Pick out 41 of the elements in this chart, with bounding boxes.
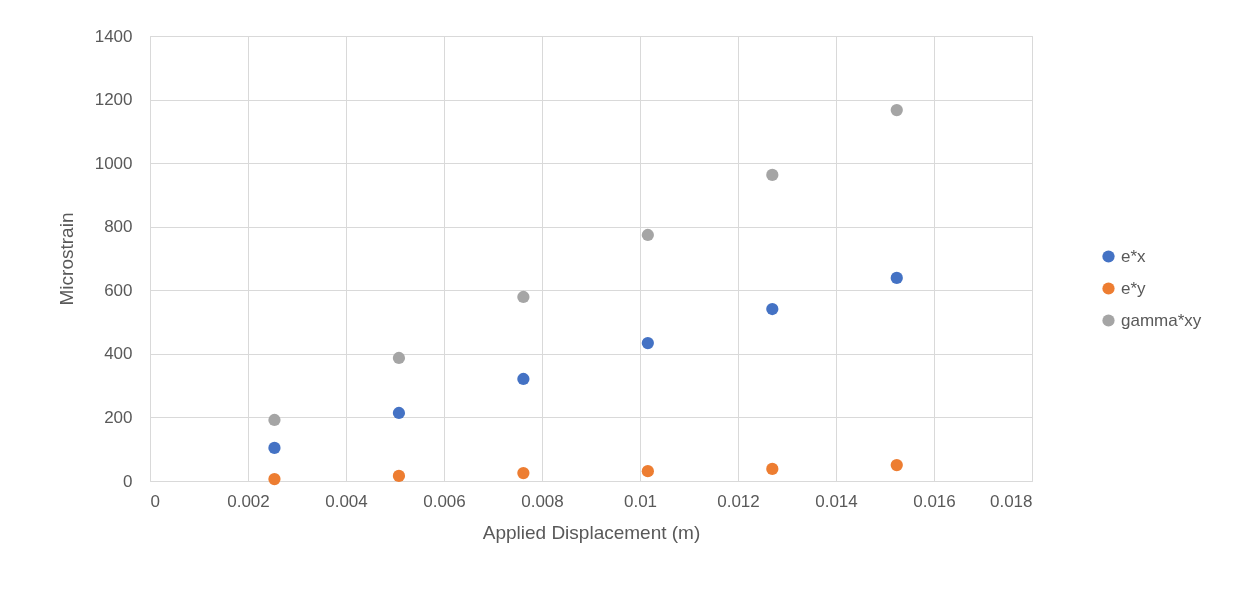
x-tick-label: 0.004 bbox=[325, 491, 368, 511]
point bbox=[890, 103, 903, 117]
point bbox=[517, 372, 530, 386]
y-axis-title: Microstrain bbox=[55, 212, 77, 306]
y-tick-label: 1200 bbox=[94, 90, 133, 110]
point bbox=[766, 168, 779, 182]
point bbox=[392, 469, 406, 483]
x-tick-label: 0.002 bbox=[227, 491, 270, 511]
x-tick-label: 0.014 bbox=[815, 491, 858, 511]
point bbox=[890, 459, 903, 472]
legend-label: gamma*xy bbox=[1121, 310, 1202, 330]
point bbox=[641, 336, 654, 350]
x-tick-label: 0.016 bbox=[913, 491, 956, 511]
x-tick-label: 0.008 bbox=[521, 491, 564, 511]
point bbox=[641, 228, 654, 242]
point bbox=[392, 406, 406, 420]
y-tick-label: 800 bbox=[104, 217, 133, 237]
y-tick-label: 1400 bbox=[94, 26, 133, 46]
point bbox=[517, 290, 530, 304]
x-axis-title: Applied Displacement (m) bbox=[482, 521, 701, 543]
x-tick-label: 0.012 bbox=[717, 491, 760, 511]
x-tick-label: 0.01 bbox=[623, 491, 658, 511]
y-tick-label: 1000 bbox=[94, 153, 133, 173]
x-tick-label: 0 bbox=[150, 491, 160, 511]
x-tick-label: 0.018 bbox=[989, 491, 1033, 511]
point bbox=[766, 302, 779, 316]
y-tick-label: 400 bbox=[104, 344, 133, 364]
point bbox=[641, 465, 654, 478]
point bbox=[268, 413, 281, 427]
legend-label: e*x bbox=[1121, 246, 1147, 266]
point bbox=[517, 466, 530, 480]
y-tick-label: 200 bbox=[104, 407, 133, 427]
point bbox=[766, 462, 779, 476]
x-tick-label: 0.006 bbox=[423, 491, 466, 511]
legend-label: e*y bbox=[1121, 278, 1147, 298]
point bbox=[268, 441, 281, 455]
y-tick-label: 0 bbox=[123, 471, 133, 491]
point bbox=[890, 271, 903, 284]
point bbox=[392, 351, 406, 365]
y-tick-label: 600 bbox=[104, 280, 133, 300]
point bbox=[268, 472, 281, 486]
